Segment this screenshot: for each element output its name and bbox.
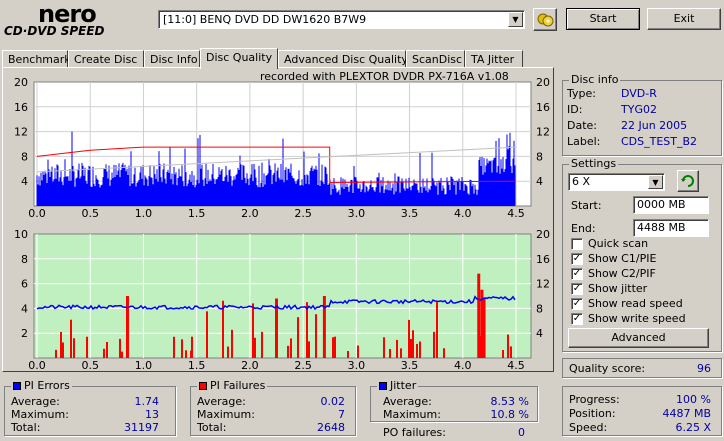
jitter-max-value: 10.8 % [490, 408, 529, 421]
show-read-speed-label: Show read speed [588, 297, 683, 310]
speed-value: 6.25 X [675, 421, 711, 434]
show-c2-pif-label: Show C2/PIF [588, 267, 656, 280]
pi-failures-title-text: PI Failures [210, 379, 266, 392]
pi-failures-title: PI Failures [197, 379, 268, 392]
speed-label: Speed: [569, 421, 608, 434]
settings-title: Settings [569, 157, 619, 170]
tab-scandisc[interactable]: ScanDisc [406, 50, 465, 68]
pi-failures-total-label: Total: [197, 421, 227, 434]
end-label: End: [571, 222, 596, 235]
recorded-with-label: recorded with PLEXTOR DVDR PX-716A v1.08 [260, 70, 509, 83]
position-label: Position: [569, 407, 616, 420]
show-jitter-label: Show jitter [588, 282, 648, 295]
jitter-avg-label: Average: [383, 395, 432, 408]
charts-panel [2, 67, 554, 372]
show-read-speed-checkbox[interactable]: ✓ [571, 298, 583, 310]
advanced-button[interactable]: Advanced [568, 328, 709, 348]
date-label: Date: [567, 119, 597, 132]
pi-failures-avg-value: 0.02 [320, 395, 346, 408]
refresh-speed-button[interactable] [677, 170, 699, 192]
drive-select[interactable]: [11:0] BENQ DVD DD DW1620 B7W9 ▼ [158, 10, 525, 29]
position-value: 4487 MB [662, 407, 711, 420]
progress-value: 100 % [676, 393, 711, 406]
progress-group: Progress: 100 % Position: 4487 MB Speed:… [562, 386, 722, 436]
pi-errors-avg-label: Average: [11, 395, 60, 408]
disc-info-group: Disc info Type: DVD-R ID: TYG02 Date: 22… [562, 74, 722, 156]
refresh-icon [681, 175, 694, 187]
jitter-max-label: Maximum: [383, 408, 441, 421]
logo-text-nero: nero [38, 0, 97, 28]
po-failures-value: 0 [518, 426, 525, 439]
speed-select[interactable]: 6 X ▼ [568, 173, 665, 191]
show-c1-pie-label: Show C1/PIE [588, 252, 657, 265]
jitter-avg-value: 8.53 % [490, 395, 529, 408]
end-input[interactable]: 4488 MB [633, 219, 709, 237]
type-label: Type: [567, 87, 596, 100]
quick-scan-checkbox[interactable] [571, 238, 583, 250]
start-input[interactable]: 0000 MB [633, 196, 709, 214]
quality-score-group: Quality score: 96 [562, 358, 722, 378]
disc-label-value: CDS_TEST_B2 [621, 135, 698, 148]
id-label: ID: [567, 103, 583, 116]
pi-failures-max-value: 7 [338, 408, 345, 421]
tab-benchmark[interactable]: Benchmark [2, 50, 71, 68]
eject-button[interactable] [533, 8, 557, 31]
jitter-title-text: Jitter [390, 379, 417, 392]
logo-text-product: CD·DVD SPEED [4, 24, 105, 38]
show-write-speed-checkbox[interactable]: ✓ [571, 313, 583, 325]
show-jitter-checkbox[interactable]: ✓ [571, 283, 583, 295]
pi-failures-stats: PI Failures Average: 0.02 Maximum: 7 Tot… [190, 380, 356, 436]
show-c1-pie-checkbox[interactable]: ✓ [571, 253, 583, 265]
disc-info-title: Disc info [569, 73, 621, 86]
disc-type-value: DVD-R [621, 87, 657, 100]
start-label: Start: [571, 199, 602, 212]
settings-group: Settings 6 X ▼ Start: 0000 MB End: 4488 … [562, 158, 722, 352]
tab-disc-quality[interactable]: Disc Quality [200, 48, 278, 69]
jitter-title: Jitter [377, 379, 419, 392]
label-label: Label: [567, 135, 601, 148]
quick-scan-label: Quick scan [588, 237, 649, 250]
exit-button[interactable]: Exit [647, 8, 721, 30]
speed-select-value: 6 X [572, 175, 591, 188]
pi-failures-total-value: 2648 [317, 421, 345, 434]
pi-errors-legend-swatch [13, 382, 21, 390]
tab-disc-info[interactable]: Disc Info [144, 50, 200, 68]
pi-errors-avg-value: 1.74 [134, 395, 160, 408]
disc-id-value: TYG02 [621, 103, 657, 116]
nero-logo: nero CD·DVD SPEED [4, 0, 154, 42]
pi-failures-legend-swatch [199, 382, 207, 390]
pi-failures-max-label: Maximum: [197, 408, 255, 421]
jitter-legend-swatch [379, 382, 387, 390]
tab-create-disc[interactable]: Create Disc [68, 50, 144, 68]
pi-errors-max-value: 13 [145, 408, 159, 421]
quality-score-value: 96 [697, 362, 711, 375]
pi-errors-total-label: Total: [11, 421, 41, 434]
pi-errors-title: PI Errors [11, 380, 72, 392]
pi-errors-title-text: PI Errors [24, 379, 70, 392]
disc-drive-icon [537, 13, 554, 27]
show-c2-pif-checkbox[interactable]: ✓ [571, 268, 583, 280]
start-button[interactable]: Start [566, 8, 640, 30]
jitter-stats: Jitter Average: 8.53 % Maximum: 10.8 % [370, 380, 538, 422]
pi-failures-avg-label: Average: [197, 395, 246, 408]
pi-errors-max-label: Maximum: [11, 408, 69, 421]
tab-ta-jitter[interactable]: TA Jitter [465, 50, 523, 68]
pi-errors-stats: PI Errors Average: 1.74 Maximum: 13 Tota… [4, 380, 176, 436]
progress-label: Progress: [569, 393, 620, 406]
drive-select-value: [11:0] BENQ DVD DD DW1620 B7W9 [163, 13, 367, 26]
pi-errors-total-value: 31197 [124, 421, 159, 434]
po-failures-label: PO failures: [383, 426, 446, 439]
chevron-down-icon[interactable]: ▼ [648, 175, 663, 189]
quality-score-label: Quality score: [569, 362, 646, 375]
show-write-speed-label: Show write speed [588, 312, 686, 325]
chevron-down-icon[interactable]: ▼ [508, 12, 523, 27]
disc-date-value: 22 Jun 2005 [621, 119, 688, 132]
tab-advanced-disc-quality[interactable]: Advanced Disc Quality [278, 50, 408, 68]
